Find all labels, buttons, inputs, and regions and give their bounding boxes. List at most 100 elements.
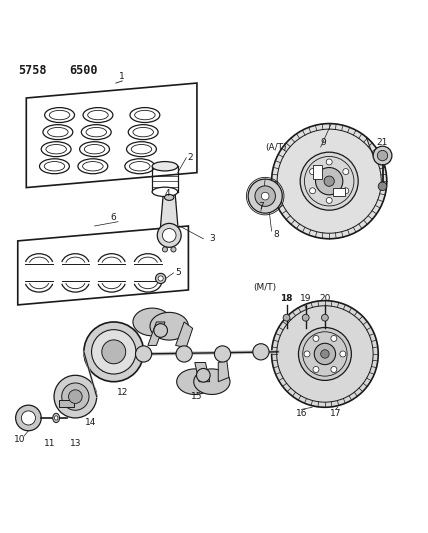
Text: 2: 2 (188, 153, 193, 162)
Text: 1: 1 (119, 72, 125, 81)
Ellipse shape (133, 127, 153, 137)
Ellipse shape (44, 161, 65, 171)
Circle shape (326, 197, 332, 204)
Text: 6: 6 (111, 213, 116, 222)
Circle shape (324, 176, 334, 187)
Circle shape (331, 335, 337, 342)
Circle shape (102, 340, 126, 364)
Text: 3: 3 (209, 235, 215, 243)
Ellipse shape (53, 413, 59, 423)
Circle shape (343, 168, 349, 175)
Text: (M/T): (M/T) (254, 284, 277, 292)
Ellipse shape (84, 144, 105, 154)
Circle shape (309, 188, 315, 194)
Circle shape (155, 273, 166, 284)
Ellipse shape (196, 368, 210, 382)
Ellipse shape (130, 161, 150, 171)
Ellipse shape (133, 308, 171, 336)
Polygon shape (195, 362, 210, 382)
Ellipse shape (152, 187, 178, 197)
Text: 8: 8 (273, 230, 279, 239)
Text: 16: 16 (296, 409, 307, 418)
Ellipse shape (135, 110, 155, 120)
Text: 6500: 6500 (69, 64, 98, 77)
Ellipse shape (131, 144, 152, 154)
Circle shape (298, 327, 351, 381)
Circle shape (315, 167, 343, 195)
Circle shape (272, 124, 387, 239)
Ellipse shape (176, 346, 192, 362)
Text: 14: 14 (85, 418, 96, 427)
Text: 5: 5 (175, 269, 181, 277)
Ellipse shape (150, 312, 188, 340)
Polygon shape (160, 194, 178, 235)
Ellipse shape (152, 161, 178, 171)
Text: 10: 10 (14, 435, 26, 444)
Ellipse shape (136, 346, 152, 362)
Bar (59, 400, 74, 407)
Circle shape (321, 350, 329, 358)
Circle shape (321, 314, 328, 321)
Circle shape (21, 411, 36, 425)
Text: 9: 9 (320, 138, 326, 147)
Ellipse shape (46, 144, 66, 154)
Ellipse shape (164, 195, 174, 200)
Ellipse shape (177, 369, 213, 394)
Ellipse shape (86, 127, 107, 137)
Text: (A/T): (A/T) (265, 142, 287, 151)
Text: 11: 11 (44, 439, 56, 448)
Circle shape (248, 179, 282, 213)
Circle shape (84, 322, 144, 382)
Circle shape (162, 229, 176, 242)
Circle shape (309, 168, 315, 175)
Circle shape (304, 351, 310, 357)
Text: 13: 13 (70, 439, 81, 448)
Text: 4: 4 (164, 189, 170, 198)
Circle shape (62, 383, 89, 410)
Circle shape (343, 188, 349, 194)
Circle shape (68, 390, 82, 403)
Text: 17: 17 (330, 409, 342, 418)
Circle shape (326, 159, 332, 165)
Circle shape (314, 343, 336, 365)
Circle shape (377, 150, 388, 161)
Circle shape (313, 335, 319, 342)
Circle shape (171, 247, 176, 252)
Polygon shape (218, 360, 229, 382)
Circle shape (300, 152, 358, 210)
Polygon shape (148, 322, 165, 345)
Circle shape (92, 329, 136, 374)
Circle shape (340, 351, 346, 357)
Text: 18: 18 (280, 294, 293, 303)
Ellipse shape (49, 110, 70, 120)
Circle shape (157, 223, 181, 247)
Circle shape (255, 186, 276, 206)
Text: 5758: 5758 (18, 64, 46, 77)
Circle shape (54, 375, 97, 418)
Circle shape (331, 367, 337, 373)
Circle shape (313, 367, 319, 373)
Circle shape (283, 314, 290, 321)
Circle shape (272, 301, 378, 407)
Polygon shape (313, 165, 322, 179)
Text: 12: 12 (116, 388, 128, 397)
Text: 20: 20 (319, 294, 330, 303)
Text: 19: 19 (300, 294, 312, 303)
Polygon shape (175, 322, 193, 348)
Circle shape (16, 405, 41, 431)
Ellipse shape (88, 110, 108, 120)
Circle shape (302, 314, 309, 321)
Ellipse shape (194, 369, 230, 394)
Text: 15: 15 (191, 392, 203, 401)
Ellipse shape (253, 344, 269, 360)
Circle shape (162, 247, 167, 252)
Ellipse shape (48, 127, 68, 137)
Ellipse shape (83, 161, 103, 171)
Ellipse shape (54, 416, 58, 420)
Circle shape (378, 182, 387, 191)
Circle shape (158, 276, 163, 281)
Text: 7: 7 (258, 203, 264, 211)
Polygon shape (333, 188, 345, 196)
Text: 21: 21 (377, 138, 388, 147)
Circle shape (373, 146, 392, 165)
